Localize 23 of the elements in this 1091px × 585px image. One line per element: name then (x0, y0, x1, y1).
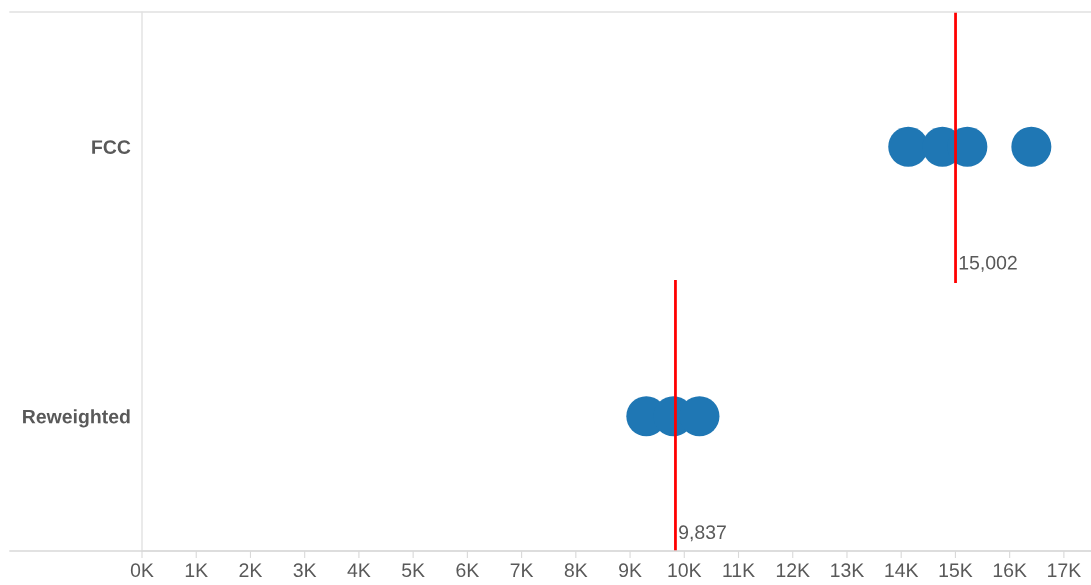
x-tick-label: 14K (885, 563, 919, 577)
x-tick-label: 11K (723, 563, 755, 577)
x-tick-label: 9K (619, 563, 642, 578)
x-tick-label: 1K (185, 563, 208, 577)
x-tick-label: 4K (347, 563, 371, 577)
x-tick-label: 16K (993, 563, 1027, 578)
ref-line-label: 9,837 (679, 525, 726, 542)
x-tick-label: 6K (456, 563, 480, 578)
x-tick-label: 17K (1048, 563, 1081, 577)
x-tick-label: 0K (130, 563, 154, 578)
x-tick-label: 13K (831, 563, 865, 578)
x-tick-label: 8K (564, 563, 588, 578)
y-tick-label: FCC (92, 140, 131, 154)
x-tick-label: 7K (510, 563, 534, 577)
x-tick-label: 12K (776, 563, 810, 577)
point (1011, 126, 1052, 167)
x-tick-label: 2K (239, 563, 263, 577)
x-tick-label: 5K (402, 563, 425, 578)
x-tick-label: 15K (939, 563, 973, 578)
x-tick-label: 10K (668, 563, 702, 578)
ref-line-label: 15,002 (959, 255, 1017, 272)
x-tick-label: 3K (293, 563, 317, 578)
y-tick-label: Reweighted (23, 409, 130, 428)
